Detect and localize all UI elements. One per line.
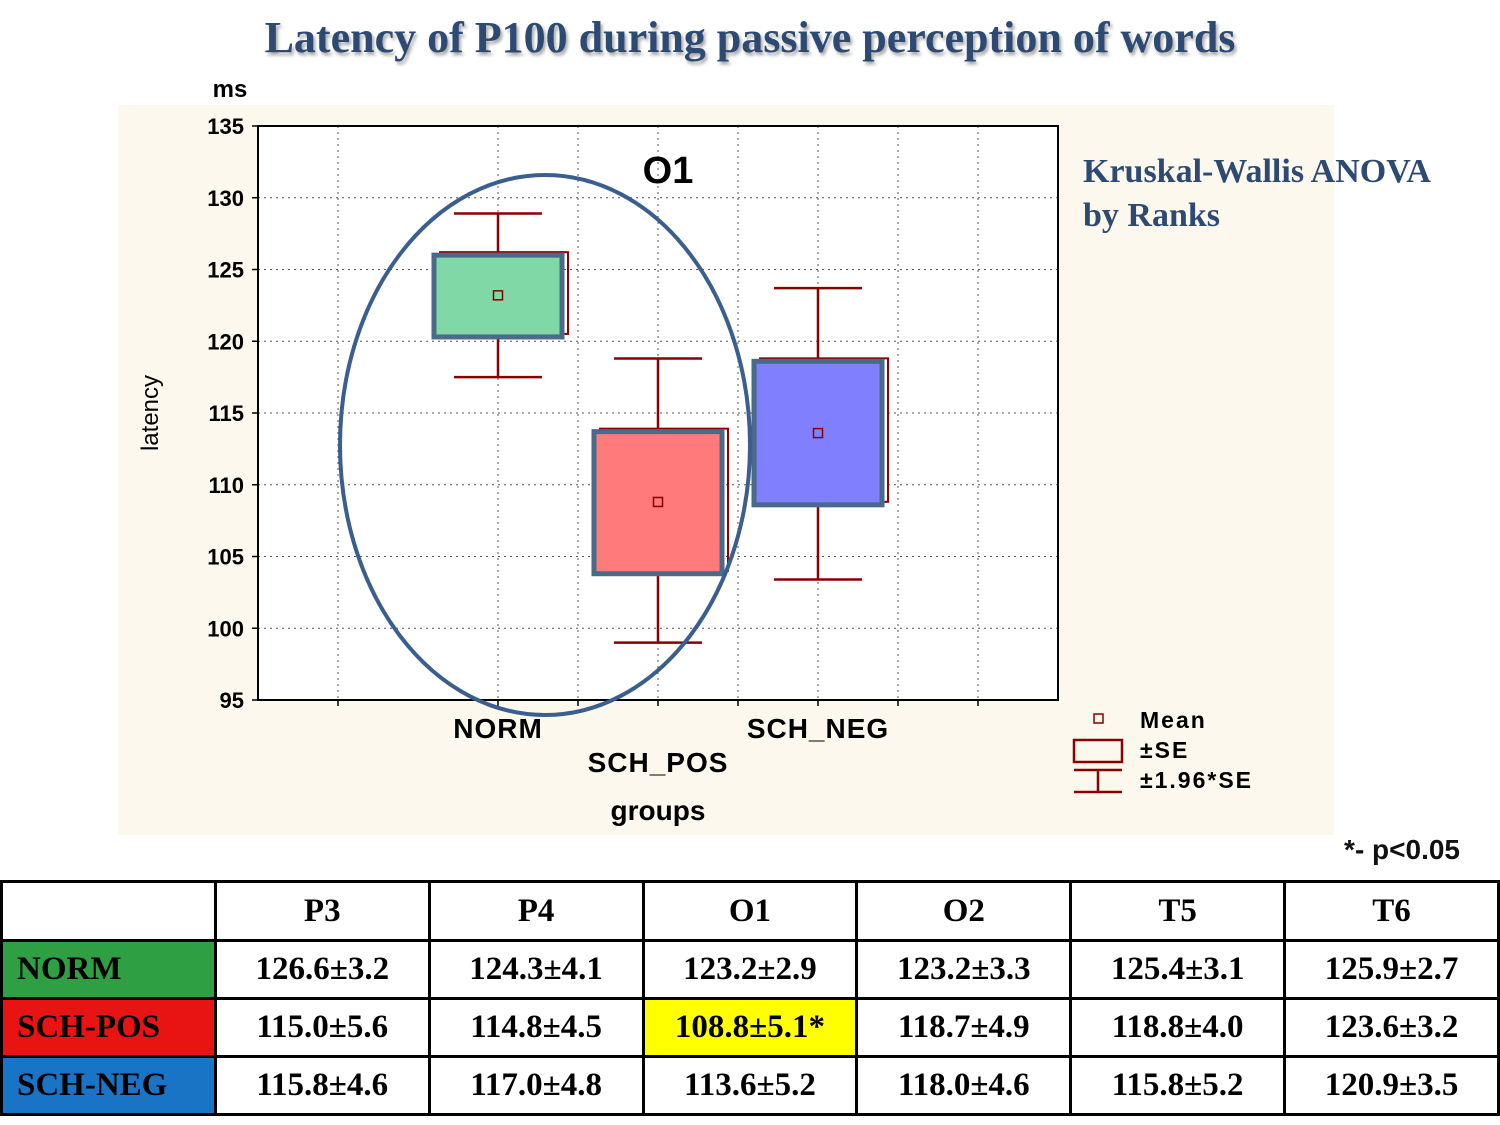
table-cell: 115.0±5.6 (213, 997, 431, 1058)
se-box-sch_pos (591, 429, 725, 577)
legend-se-box (1072, 738, 1124, 764)
x-category-label: SCH_POS (588, 747, 729, 778)
row-label-sch-neg: SCH-NEG (0, 1055, 217, 1116)
table-cell: 125.4±3.1 (1069, 939, 1287, 1000)
table-header-cell (0, 880, 217, 942)
page-title: Latency of P100 during passive perceptio… (264, 13, 1236, 62)
table-cell: 113.6±5.2 (641, 1055, 859, 1116)
legend-label: ±SE (1140, 737, 1189, 763)
plot-frame (257, 125, 1059, 701)
table-row-sch-neg: SCH-NEG 115.8±4.6 117.0±4.8 113.6±5.2 11… (0, 1055, 1500, 1116)
table-cell: 123.2±3.3 (855, 939, 1073, 1000)
table-header-cell: P4 (427, 880, 645, 942)
table-header-cell: T6 (1283, 880, 1500, 942)
table-cell: 126.6±3.2 (213, 939, 431, 1000)
y-axis-label: latency (137, 375, 164, 451)
legend-label: ±1.96*SE (1140, 767, 1253, 793)
y-unit-label: ms (213, 76, 248, 103)
table-header-cell: O2 (855, 880, 1073, 942)
y-tick-label: 115 (209, 401, 245, 426)
table-header-row: P3 P4 O1 O2 T5 T6 (0, 880, 1500, 942)
table-cell-highlighted: 108.8±5.1* (641, 997, 859, 1058)
stats-method-line-2: by Ranks (1083, 197, 1221, 234)
table-cell: 118.7±4.9 (855, 997, 1073, 1058)
table-cell: 125.9±2.7 (1283, 939, 1500, 1000)
table-header-cell: O1 (641, 880, 859, 942)
y-tick-label: 110 (209, 473, 245, 498)
x-category-label: SCH_NEG (747, 713, 889, 744)
table-row-norm: NORM 126.6±3.2 124.3±4.1 123.2±2.9 123.2… (0, 939, 1500, 1000)
table-cell: 118.0±4.6 (855, 1055, 1073, 1116)
mean-marker (492, 290, 504, 301)
chart-title: O1 (643, 150, 694, 192)
box-plot-chart: 95 100 105 110 115 120 125 130 135 O1 ms latency NOR… (137, 76, 1253, 826)
y-tick-label: 120 (207, 329, 244, 354)
y-tick-label: 105 (207, 545, 244, 570)
table-header-cell: P3 (213, 880, 431, 942)
table-cell: 120.9±3.5 (1283, 1055, 1500, 1116)
legend-mean-marker (1093, 713, 1104, 724)
x-axis-label: groups (611, 795, 706, 826)
significance-note: *- p<0.05 (1344, 834, 1460, 865)
se-box-sch_neg (751, 358, 885, 508)
mean-marker (812, 427, 824, 439)
mean-marker (652, 496, 664, 508)
table-cell: 124.3±4.1 (427, 939, 645, 1000)
table-cell: 118.8±4.0 (1069, 997, 1287, 1058)
y-tick-label: 135 (207, 114, 244, 139)
table-header-cell: T5 (1069, 880, 1287, 942)
stats-method-line-1: Kruskal-Wallis ANOVA (1083, 153, 1431, 190)
y-tick-label: 130 (207, 186, 244, 211)
results-table: P3 P4 O1 O2 T5 T6 NORM 126.6±3.2 124.3±4… (0, 880, 1500, 1116)
table-cell: 117.0±4.8 (427, 1055, 645, 1116)
table-row-sch-pos: SCH-POS 115.0±5.6 114.8±4.5 108.8±5.1* 1… (0, 997, 1500, 1058)
row-label-norm: NORM (0, 939, 217, 1000)
stats-method-note: Kruskal-Wallis ANOVA by Ranks (1083, 150, 1431, 238)
table-cell: 115.8±5.2 (1069, 1055, 1287, 1116)
table-cell: 123.6±3.2 (1283, 997, 1500, 1058)
table-cell: 114.8±4.5 (427, 997, 645, 1058)
y-tick-label: 95 (220, 688, 244, 713)
x-category-label: NORM (453, 713, 543, 744)
table-cell: 123.2±2.9 (641, 939, 859, 1000)
table-cell: 115.8±4.6 (213, 1055, 431, 1116)
se-box-norm (431, 252, 565, 340)
highlight-ellipse (338, 173, 752, 717)
y-tick-label: 125 (207, 258, 244, 283)
row-label-sch-pos: SCH-POS (0, 997, 217, 1058)
y-tick-label: 100 (207, 616, 244, 641)
legend-label: Mean (1140, 707, 1207, 733)
